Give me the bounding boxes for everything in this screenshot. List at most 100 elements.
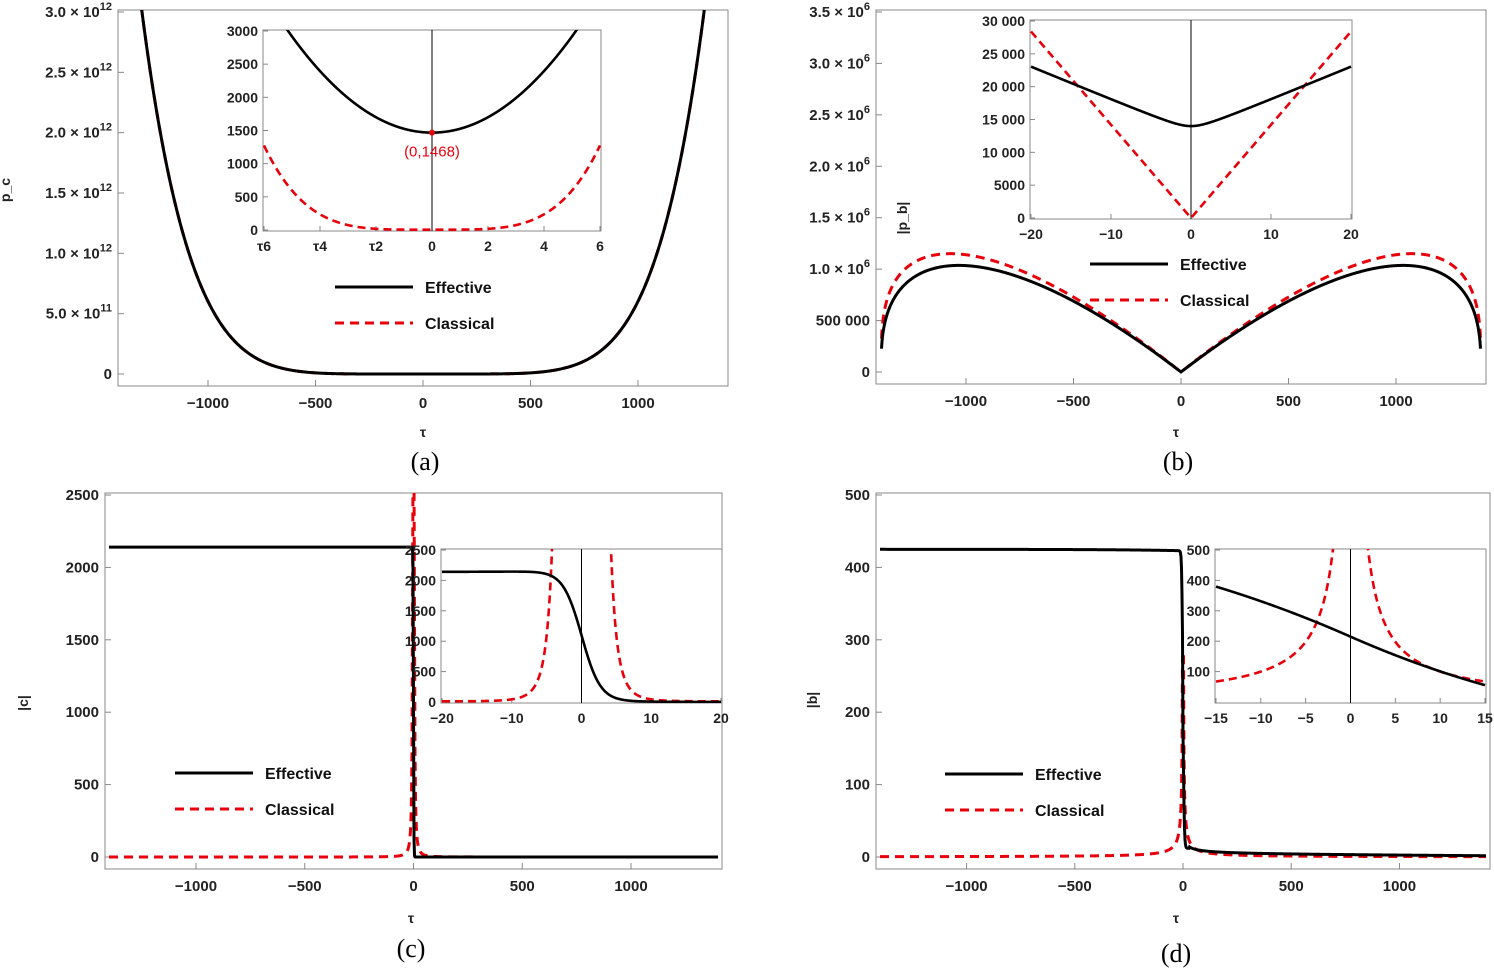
inset-y-tick-label: 0: [250, 222, 258, 238]
inset-x-tick-label: 20: [713, 710, 729, 726]
y-tick-label: 3.0 × 106: [809, 52, 870, 72]
legend-label-effective: Effective: [1180, 257, 1247, 274]
x-tick-label: 1000: [1379, 393, 1412, 410]
inset-y-tick-label: 30 000: [982, 13, 1025, 29]
y-tick-label: 1.0 × 1012: [45, 242, 112, 262]
inset-series-line-effective: [442, 570, 721, 703]
inset-x-tick-label: τ6: [257, 238, 271, 254]
x-tick-label: 1000: [614, 878, 647, 895]
inset-y-tick-label: 20 000: [982, 79, 1025, 95]
series-group: [880, 252, 1482, 374]
y-tick-label: 2.5 × 106: [809, 104, 870, 124]
inset-y-tick-label: 25 000: [982, 46, 1025, 62]
inset-x-tick-label: 0: [1187, 226, 1195, 242]
inset-y-tick-label: 2500: [405, 542, 436, 558]
series-group: [880, 547, 1487, 859]
inset-y-tick-label: 500: [235, 189, 259, 205]
y-tick-exponent: 12: [100, 122, 112, 134]
y-tick-label: 1.5 × 106: [809, 207, 870, 227]
series-line-effective: [109, 545, 718, 859]
inset-x-tick-label: −20: [1019, 226, 1043, 242]
y-tick-label: 1000: [66, 704, 99, 721]
y-tick-label: 0: [91, 849, 99, 866]
y-tick-label: 400: [845, 559, 870, 576]
inset-series-line-classical: [263, 144, 601, 231]
y-tick-label: 2.0 × 106: [809, 155, 870, 175]
series-line-classical: [880, 252, 1482, 374]
legend-label-classical: Classical: [425, 316, 494, 333]
x-tick-label: 500: [510, 878, 535, 895]
x-tick-label: −500: [299, 395, 333, 412]
inset-x-tick-label: 10: [643, 710, 659, 726]
legend: Effective Classical: [1090, 257, 1249, 310]
y-tick-label: 500: [845, 487, 870, 504]
inset-x-tick-label: 5: [1391, 710, 1399, 726]
y-axis-label: |c|: [15, 695, 31, 711]
x-tick-label: −1000: [187, 395, 229, 412]
inset-d: 100 200 300 400 500 −15 −10 −5 0 5 10 15: [1187, 542, 1493, 726]
inset-y-tick-label: 1000: [405, 633, 436, 649]
inset-x-tick-label: −20: [430, 710, 454, 726]
x-tick-label: 0: [1177, 393, 1185, 410]
inset-y-tick-label: 100: [1187, 664, 1211, 680]
inset-y-tick-label: 3000: [227, 23, 258, 39]
annotation-label: (0,1468): [404, 144, 460, 161]
x-tick-label: 500: [1279, 878, 1304, 895]
inset-x-tick-label: 6: [596, 238, 604, 254]
x-tick-label: −1000: [945, 393, 987, 410]
annotation-point: [429, 129, 435, 136]
inset-y-tick-label: 15 000: [982, 112, 1025, 128]
x-tick-label: 500: [518, 395, 543, 412]
inset-x-tick-label: 10: [1263, 226, 1279, 242]
y-tick-label: 2.0 × 1012: [45, 122, 112, 142]
x-tick-label: 0: [409, 878, 417, 895]
y-tick-exponent: 6: [864, 52, 870, 64]
x-axis-label: τ: [408, 910, 415, 926]
inset-series-line-effective: [1215, 585, 1486, 687]
inset-x-tick-label: 2: [484, 238, 492, 254]
legend-label-effective: Effective: [265, 766, 332, 783]
inset-x-tick-label: −10: [500, 710, 524, 726]
inset-x-tick-label: −5: [1298, 710, 1314, 726]
inset-y-tick-label: 2000: [227, 89, 258, 105]
x-tick-label: −1000: [175, 878, 217, 895]
inset-y-tick-label: 1500: [227, 123, 258, 139]
legend: Effective Classical: [945, 767, 1104, 820]
inset-y-tick-label: 5000: [994, 177, 1025, 193]
y-tick-exponent: 6: [864, 207, 870, 219]
inset-x-tick-label: −15: [1204, 710, 1228, 726]
y-tick-label: 2.5 × 1012: [45, 61, 112, 81]
y-tick-label: 3.5 × 106: [809, 1, 870, 21]
inset-x-tick-label: −10: [1249, 710, 1273, 726]
x-axis-label: τ: [1173, 910, 1180, 926]
y-tick-label: 2000: [66, 559, 99, 576]
y-axis-label: p_c: [0, 178, 13, 202]
y-tick-label: 300: [845, 632, 870, 649]
series-group: [109, 493, 718, 859]
y-tick-label: 100: [845, 777, 870, 794]
y-tick-label: 500: [74, 777, 99, 794]
inset-x-tick-label: 20: [1343, 226, 1359, 242]
inset-c: 0 500 1000 1500 2000 2500 −20 −10 0 10 20: [405, 542, 729, 726]
inset-y-tick-label: 1500: [405, 603, 436, 619]
legend: Effective Classical: [335, 280, 494, 333]
y-tick-exponent: 12: [100, 242, 112, 254]
y-tick-exponent: 6: [864, 155, 870, 167]
y-axis-label: |p_b|: [894, 202, 910, 235]
y-tick-label: 5.0 × 1011: [46, 303, 112, 323]
legend-label-effective: Effective: [1035, 767, 1102, 784]
inset-y-tick-label: 0: [1017, 210, 1025, 226]
y-tick-label: 1.0 × 106: [809, 258, 870, 278]
inset-x-tick-label: 0: [1347, 710, 1355, 726]
y-tick-label: 0: [862, 849, 870, 866]
y-tick-exponent: 6: [864, 258, 870, 270]
inset-y-tick-label: 2000: [405, 572, 436, 588]
series-group: [140, 10, 706, 376]
inset-series-line-classical: [1030, 30, 1352, 219]
y-tick-exponent: 11: [100, 303, 112, 315]
inset-series-line-effective: [1030, 65, 1352, 128]
x-tick-label: 0: [1179, 878, 1187, 895]
